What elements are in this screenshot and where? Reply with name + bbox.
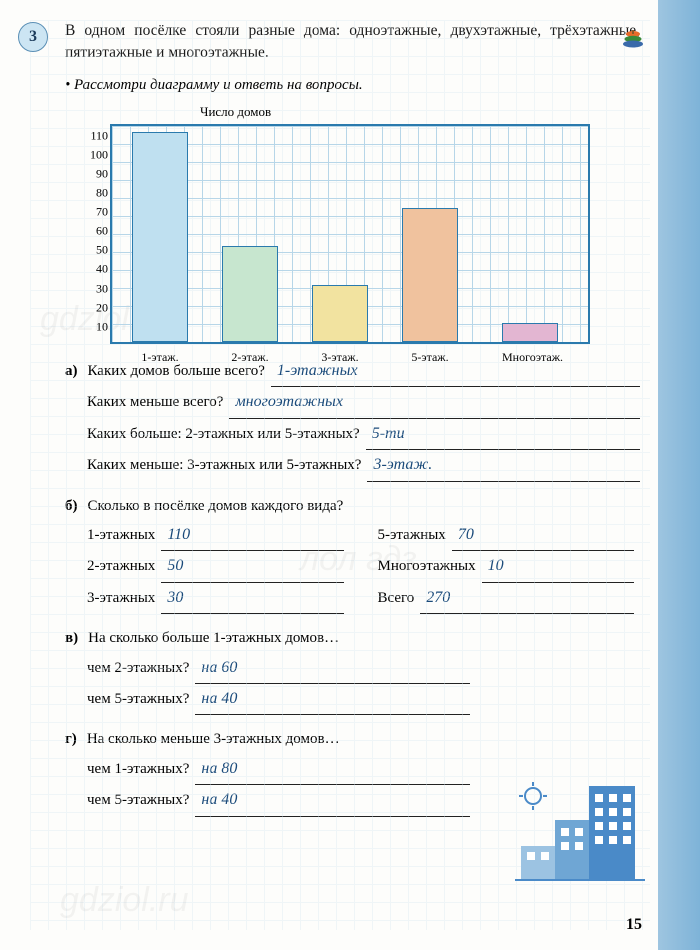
part-letter: б)	[65, 492, 78, 521]
chart-ytick: 100	[78, 147, 108, 162]
answer-blank: 110	[161, 520, 343, 551]
chart-bar	[502, 323, 558, 342]
part-letter: г)	[65, 725, 77, 754]
question-intro: На сколько больше 1-этажных домов…	[88, 624, 339, 653]
workbook-page: gdziol.ru лол гдз gdziol.ru 3 В одном по…	[0, 0, 700, 950]
page-number: 15	[626, 916, 642, 934]
answer-blank: 5-ти	[366, 419, 640, 450]
pyramid-toy-icon	[621, 28, 645, 52]
answer-blank: на 60	[195, 653, 470, 684]
answer-blank: 70	[452, 520, 634, 551]
chart-ytick: 60	[78, 224, 108, 239]
chart-ytick: 70	[78, 205, 108, 220]
question-intro: Сколько в посёлке домов каждого вида?	[88, 492, 344, 521]
bar-chart: Число домов 1020304050607080901001101-эт…	[110, 104, 590, 344]
chart-xlabel: 1-этаж.	[132, 350, 188, 365]
chart-bar	[222, 246, 278, 342]
chart-y-title: Число домов	[200, 104, 590, 120]
answer-blank: на 40	[195, 785, 470, 816]
chart-ytick: 90	[78, 166, 108, 181]
question-intro: На сколько меньше 3-этажных домов…	[87, 725, 340, 754]
chart-ytick: 30	[78, 281, 108, 296]
answer-blank: на 80	[195, 754, 470, 785]
question-text: чем 1-этажных?	[87, 755, 189, 784]
row-label: Многоэтажных	[378, 552, 476, 581]
question-text: чем 5-этажных?	[87, 786, 189, 815]
question-text: чем 2-этажных?	[87, 654, 189, 683]
chart-bar	[312, 285, 368, 342]
chart-bar	[402, 208, 458, 342]
task-number-badge: 3	[18, 22, 48, 52]
part-d: г) На сколько меньше 3-этажных домов… че…	[65, 725, 470, 816]
row-label: 3-этажных	[87, 584, 155, 613]
answer-blank: 50	[161, 551, 343, 582]
watermark: gdziol.ru	[60, 881, 189, 920]
chart-ytick: 20	[78, 300, 108, 315]
chart-xlabel: 3-этаж.	[312, 350, 368, 365]
answer-blank: многоэтажных	[229, 387, 640, 418]
answer-blank: 270	[420, 583, 634, 614]
question-text: Каких меньше всего?	[87, 388, 223, 417]
answer-blank: 30	[161, 583, 343, 614]
part-c: в) На сколько больше 1-этажных домов… че…	[65, 624, 470, 715]
chart-xlabel: 2-этаж.	[222, 350, 278, 365]
answer-blank: 3-этаж.	[367, 450, 640, 481]
row-label: 5-этажных	[378, 521, 446, 550]
part-a: а) Каких домов больше всего? 1-этажных К…	[65, 356, 640, 482]
question-text: чем 5-этажных?	[87, 685, 189, 714]
question-text: Каких больше: 2-этажных или 5-этажных?	[87, 420, 360, 449]
answer-blank: 10	[482, 551, 634, 582]
chart-ytick: 40	[78, 262, 108, 277]
chart-ytick: 10	[78, 319, 108, 334]
part-b: б) Сколько в посёлке домов каждого вида?…	[65, 492, 640, 615]
chart-xlabel: 5-этаж.	[402, 350, 458, 365]
chart-ytick: 80	[78, 185, 108, 200]
chart-ytick: 50	[78, 243, 108, 258]
task-subinstruction: Рассмотри диаграмму и ответь на вопросы.	[65, 77, 670, 94]
row-label: 2-этажных	[87, 552, 155, 581]
task-intro: В одном посёлке стояли разные дома: одно…	[65, 20, 640, 65]
chart-plot-area: 1020304050607080901001101-этаж.2-этаж.3-…	[110, 124, 590, 344]
row-label: 1-этажных	[87, 521, 155, 550]
part-letter: в)	[65, 624, 78, 653]
task-number: 3	[29, 28, 37, 46]
chart-bar	[132, 132, 188, 342]
part-letter: а)	[65, 357, 78, 386]
row-label: Всего	[378, 584, 415, 613]
answer-blank: на 40	[195, 684, 470, 715]
chart-xlabel: Многоэтаж.	[502, 350, 558, 365]
question-text: Каких меньше: 3-этажных или 5-этажных?	[87, 451, 361, 480]
city-illustration-icon	[515, 780, 645, 890]
chart-ytick: 110	[78, 128, 108, 143]
